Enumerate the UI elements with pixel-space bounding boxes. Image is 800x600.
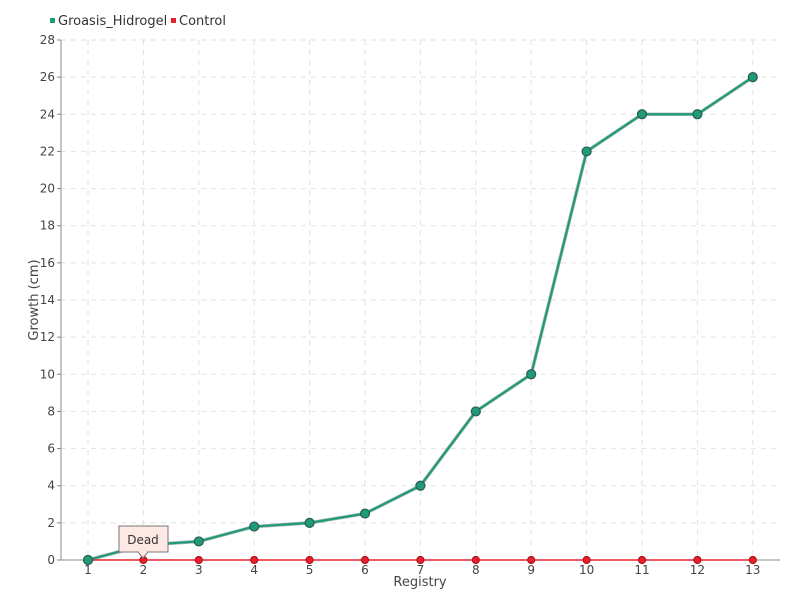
x-tick-label: 10 (579, 563, 594, 577)
x-tick-label: 8 (472, 563, 480, 577)
x-tick-label: 6 (361, 563, 369, 577)
data-point-control[interactable] (471, 555, 480, 565)
x-tick-label: 1 (84, 563, 92, 577)
data-point-groasis[interactable] (526, 369, 537, 380)
data-point-control[interactable] (527, 555, 536, 565)
legend: Groasis_Hidrogel Control (50, 14, 226, 29)
tooltip-dead: Dead (118, 525, 169, 559)
y-tick-label: 8 (47, 404, 55, 418)
x-tick-label: 9 (527, 563, 535, 577)
y-tick-label: 2 (47, 516, 55, 530)
legend-label-groasis[interactable]: Groasis_Hidrogel (58, 14, 167, 29)
data-point-groasis[interactable] (82, 554, 94, 566)
x-tick-label: 5 (306, 563, 314, 577)
x-tick-label: 12 (690, 563, 705, 577)
y-tick-label: 10 (40, 367, 55, 381)
y-tick-label: 12 (40, 330, 55, 344)
y-tick-label: 24 (40, 107, 55, 121)
data-point-control[interactable] (693, 555, 702, 565)
y-tick-label: 16 (40, 256, 55, 270)
grid (57, 39, 780, 561)
tooltip-text: Dead (127, 533, 159, 547)
x-tick-labels: 1 2 3 4 5 6 7 8 9 10 11 12 13 (84, 563, 760, 577)
data-point-groasis[interactable] (581, 146, 592, 157)
legend-label-control[interactable]: Control (179, 14, 226, 29)
x-tick-label: 7 (417, 563, 425, 577)
data-point-groasis[interactable] (415, 480, 426, 491)
x-axis-title: Registry (393, 575, 447, 590)
data-point-control[interactable] (582, 555, 591, 565)
data-point-control[interactable] (250, 555, 259, 565)
tooltip-box (118, 525, 169, 553)
y-tick-label: 26 (40, 70, 55, 84)
data-point-control[interactable] (360, 555, 370, 565)
y-tick-label: 20 (40, 182, 55, 196)
data-point-groasis[interactable] (304, 517, 315, 528)
x-tick-label: 11 (634, 563, 649, 577)
y-tick-label: 22 (40, 144, 55, 158)
legend-marker-groasis (50, 18, 55, 23)
data-point-groasis[interactable] (636, 109, 648, 120)
series (82, 72, 758, 566)
x-tick-label: 13 (745, 563, 760, 577)
legend-marker-control (171, 18, 176, 23)
data-point-control[interactable] (637, 555, 647, 565)
data-point-groasis[interactable] (747, 72, 758, 83)
y-tick-label: 14 (40, 293, 55, 307)
data-point-groasis[interactable] (193, 536, 204, 547)
data-point-control[interactable] (748, 555, 757, 565)
data-point-control[interactable] (416, 555, 425, 565)
y-tick-label: 28 (40, 33, 55, 47)
x-tick-label: 3 (195, 563, 203, 577)
y-tick-label: 6 (47, 442, 55, 456)
data-point-groasis[interactable] (692, 109, 703, 120)
data-point-control[interactable] (305, 555, 314, 565)
y-tick-label: 18 (40, 219, 55, 233)
y-axis-title: Growth (cm) (27, 259, 42, 340)
x-tick-label: 2 (140, 563, 148, 577)
data-point-groasis[interactable] (359, 508, 371, 519)
data-point-groasis[interactable] (470, 406, 481, 417)
y-tick-label: 0 (47, 553, 55, 567)
x-tick-label: 4 (250, 563, 258, 577)
y-tick-label: 4 (47, 479, 55, 493)
data-point-control[interactable] (194, 555, 203, 565)
data-point-groasis[interactable] (249, 521, 260, 532)
